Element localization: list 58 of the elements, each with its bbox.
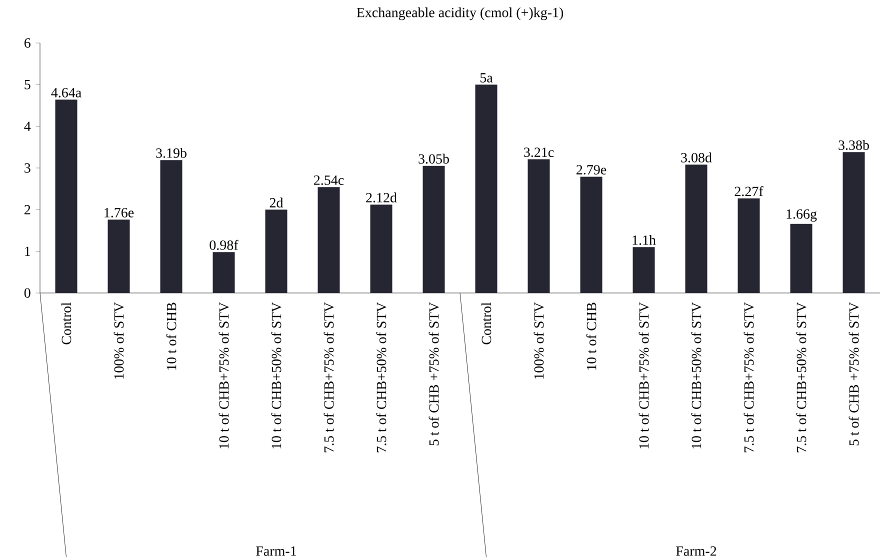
y-tick-label: 1 bbox=[25, 246, 30, 256]
text: Farm-2 bbox=[676, 546, 716, 556]
bar bbox=[265, 210, 288, 293]
bar bbox=[685, 164, 708, 293]
data-label: 1.76e bbox=[104, 208, 134, 218]
data-label: 2.79e bbox=[576, 164, 606, 174]
data-label: 1.66g bbox=[786, 209, 817, 222]
bar bbox=[475, 84, 498, 293]
bar bbox=[160, 160, 182, 293]
x-tick-label: 10 t of CHB bbox=[586, 302, 596, 370]
bar bbox=[790, 224, 812, 293]
chart-title: Exchangeable acidity (cmol (+)kg-1) bbox=[356, 7, 564, 20]
bar bbox=[55, 100, 78, 293]
y-tick-label: 2 bbox=[24, 204, 30, 214]
bar bbox=[318, 187, 340, 293]
bar bbox=[370, 204, 392, 293]
y-tick-label: 3 bbox=[24, 163, 30, 173]
bar bbox=[632, 247, 655, 293]
x-tick-label: 10 t of CHB bbox=[166, 302, 176, 370]
y-tick-label: 5 bbox=[24, 80, 30, 90]
data-label: 3.21c bbox=[524, 147, 554, 157]
x-tick-label: 10 t of CHB+50% of STV bbox=[271, 302, 282, 448]
data-label: 3.38b bbox=[838, 140, 869, 150]
x-tick-label: 7.5 t of CHB+50% of STV bbox=[796, 302, 806, 452]
x-tick-label: 100% of STV bbox=[534, 302, 544, 379]
x-tick-label: 7.5 t of CHB+50% of STV bbox=[376, 302, 386, 452]
data-label: 5a bbox=[480, 73, 493, 82]
data-label: 3.05b bbox=[418, 154, 449, 164]
x-tick-label: 10 t of CHB+75% of STV bbox=[218, 302, 229, 448]
x-tick-label: 10 t of CHB+75% of STV bbox=[638, 302, 649, 448]
text: Farm-1 bbox=[256, 546, 296, 556]
x-tick-label: 10 t of CHB+50% of STV bbox=[691, 302, 702, 448]
data-label: 2.54c bbox=[314, 175, 344, 185]
x-tick-label: Control bbox=[481, 302, 492, 344]
x-tick-label: 7.5 t of CHB+75% of STV bbox=[744, 302, 754, 452]
data-label: 2.12d bbox=[366, 192, 397, 202]
data-label: 3.19b bbox=[156, 148, 186, 158]
bar bbox=[842, 152, 865, 293]
bar bbox=[212, 252, 235, 293]
data-label: 1.1h bbox=[632, 234, 656, 245]
bar bbox=[580, 176, 602, 293]
data-label: 0.98f bbox=[210, 240, 238, 250]
bar bbox=[422, 166, 445, 293]
data-label: 3.08d bbox=[681, 152, 712, 162]
y-tick-label: 0 bbox=[24, 288, 30, 298]
bar bbox=[738, 198, 760, 293]
y-tick-label: 6 bbox=[24, 38, 30, 48]
data-label: 4.64a bbox=[51, 88, 82, 98]
y-tick-label: 4 bbox=[24, 122, 31, 131]
x-tick-label: 5 t of CHB +75% of STV bbox=[848, 302, 859, 446]
data-label: 2d bbox=[270, 198, 284, 208]
bar bbox=[108, 220, 130, 293]
x-tick-label: 5 t of CHB +75% of STV bbox=[428, 302, 439, 446]
x-tick-label: 100% of STV bbox=[114, 302, 124, 379]
bar bbox=[528, 159, 550, 293]
data-label: 2.27f bbox=[734, 186, 764, 196]
x-tick-label: 7.5 t of CHB+75% of STV bbox=[324, 302, 334, 452]
x-tick-label: Control bbox=[61, 302, 72, 344]
